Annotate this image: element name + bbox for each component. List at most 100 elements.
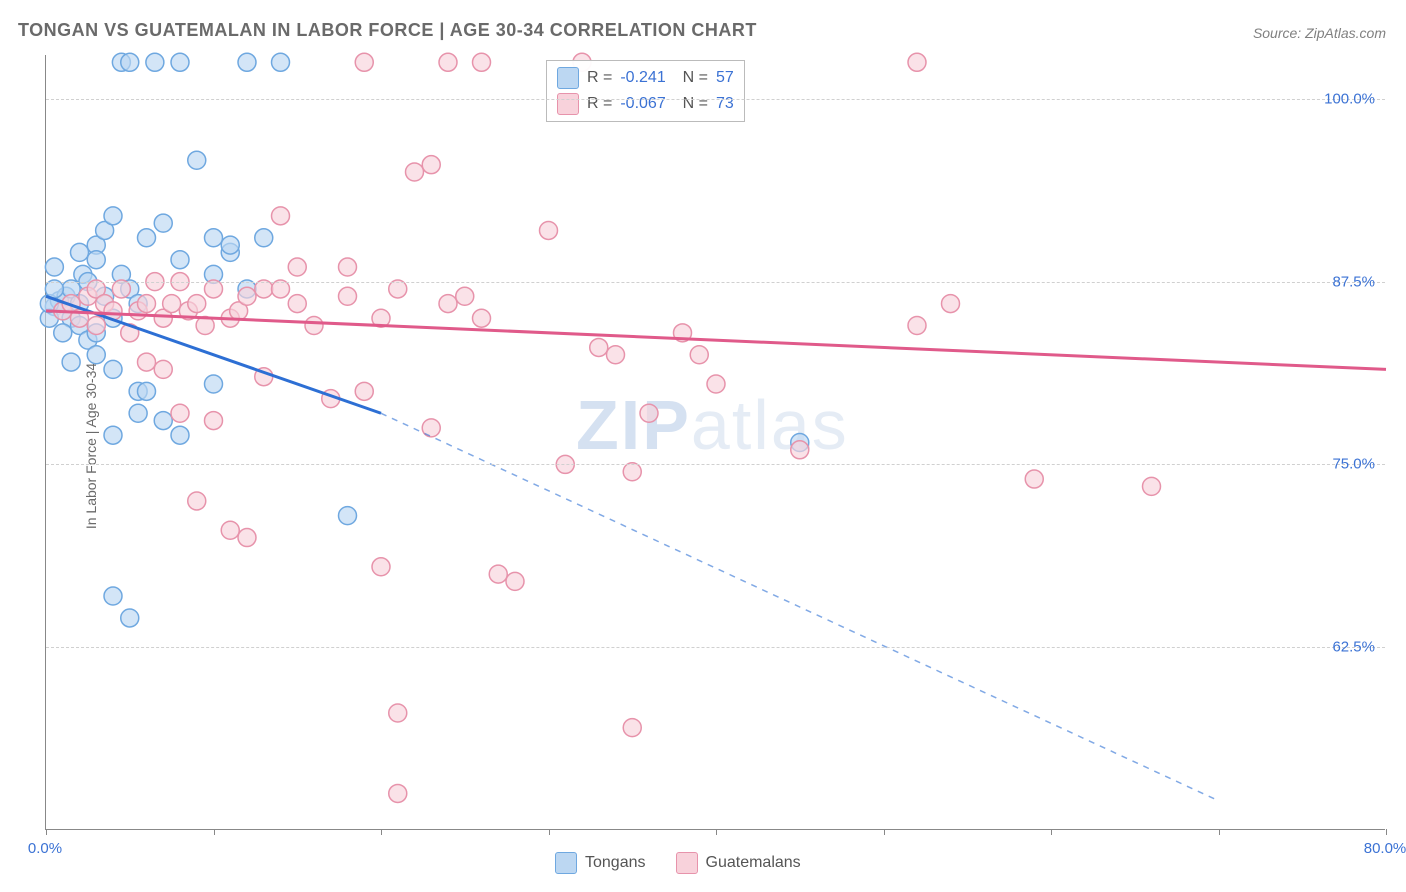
legend-item-0: Tongans: [555, 852, 646, 874]
scatter-point: [456, 287, 474, 305]
scatter-point: [506, 572, 524, 590]
x-tick-label: 0.0%: [28, 840, 62, 857]
legend-r-label: R =: [587, 95, 612, 113]
legend-swatch-0: [557, 67, 579, 89]
legend-stats-row-0: R = -0.241 N = 57: [557, 65, 734, 91]
scatter-point: [104, 426, 122, 444]
scatter-point: [272, 280, 290, 298]
scatter-point: [171, 426, 189, 444]
scatter-point: [188, 295, 206, 313]
legend-n-value-1: 73: [716, 95, 734, 113]
scatter-point: [272, 207, 290, 225]
scatter-point: [138, 295, 156, 313]
scatter-point: [339, 287, 357, 305]
gridline-h: [46, 99, 1385, 100]
scatter-point: [138, 353, 156, 371]
scatter-point: [339, 258, 357, 276]
scatter-point: [389, 704, 407, 722]
scatter-point: [640, 404, 658, 422]
plot-svg: [46, 55, 1385, 829]
legend-n-label: N =: [674, 95, 708, 113]
scatter-point: [339, 507, 357, 525]
scatter-point: [238, 53, 256, 71]
scatter-point: [590, 338, 608, 356]
scatter-point: [238, 529, 256, 547]
scatter-point: [540, 221, 558, 239]
scatter-point: [138, 229, 156, 247]
scatter-point: [154, 214, 172, 232]
scatter-point: [205, 375, 223, 393]
scatter-point: [422, 156, 440, 174]
x-tick: [381, 829, 382, 835]
scatter-point: [71, 243, 89, 261]
correlation-chart: TONGAN VS GUATEMALAN IN LABOR FORCE | AG…: [0, 0, 1406, 892]
legend-stats-row-1: R = -0.067 N = 73: [557, 91, 734, 117]
legend-series: Tongans Guatemalans: [555, 852, 801, 874]
scatter-point: [473, 309, 491, 327]
legend-swatch-bottom-0: [555, 852, 577, 874]
scatter-point: [406, 163, 424, 181]
scatter-point: [112, 280, 130, 298]
scatter-point: [489, 565, 507, 583]
scatter-point: [607, 346, 625, 364]
scatter-point: [104, 207, 122, 225]
scatter-point: [623, 719, 641, 737]
scatter-point: [690, 346, 708, 364]
scatter-point: [623, 463, 641, 481]
scatter-point: [154, 360, 172, 378]
x-tick: [716, 829, 717, 835]
scatter-point: [54, 324, 72, 342]
scatter-point: [1025, 470, 1043, 488]
legend-r-label: R =: [587, 69, 612, 87]
legend-r-value-1: -0.067: [620, 95, 665, 113]
legend-swatch-1: [557, 93, 579, 115]
x-tick: [1051, 829, 1052, 835]
scatter-point: [154, 412, 172, 430]
scatter-point: [439, 53, 457, 71]
scatter-point: [171, 404, 189, 422]
scatter-point: [908, 317, 926, 335]
x-tick: [884, 829, 885, 835]
scatter-point: [355, 382, 373, 400]
legend-n-label: N =: [674, 69, 708, 87]
legend-n-value-0: 57: [716, 69, 734, 87]
scatter-point: [163, 295, 181, 313]
gridline-h: [46, 464, 1385, 465]
scatter-point: [129, 404, 147, 422]
scatter-point: [87, 317, 105, 335]
scatter-point: [439, 295, 457, 313]
scatter-point: [104, 360, 122, 378]
scatter-point: [288, 295, 306, 313]
scatter-point: [87, 251, 105, 269]
scatter-point: [171, 251, 189, 269]
scatter-point: [255, 229, 273, 247]
scatter-point: [1143, 477, 1161, 495]
scatter-point: [355, 53, 373, 71]
scatter-point: [121, 609, 139, 627]
gridline-h: [46, 647, 1385, 648]
scatter-point: [707, 375, 725, 393]
scatter-point: [171, 53, 189, 71]
x-tick: [46, 829, 47, 835]
scatter-point: [389, 280, 407, 298]
scatter-point: [121, 53, 139, 71]
scatter-point: [221, 521, 239, 539]
scatter-point: [473, 53, 491, 71]
scatter-point: [372, 558, 390, 576]
scatter-point: [288, 258, 306, 276]
gridline-h: [46, 282, 1385, 283]
chart-title: TONGAN VS GUATEMALAN IN LABOR FORCE | AG…: [18, 20, 757, 41]
trend-line-extension: [381, 413, 1219, 800]
scatter-point: [942, 295, 960, 313]
y-tick-label: 87.5%: [1332, 273, 1375, 290]
legend-label-1: Guatemalans: [706, 854, 801, 872]
scatter-point: [205, 280, 223, 298]
scatter-point: [138, 382, 156, 400]
legend-swatch-bottom-1: [676, 852, 698, 874]
legend-stats: R = -0.241 N = 57 R = -0.067 N = 73: [546, 60, 745, 122]
x-tick-label: 80.0%: [1364, 840, 1406, 857]
source-label: Source: ZipAtlas.com: [1253, 25, 1386, 41]
scatter-point: [221, 236, 239, 254]
x-tick: [214, 829, 215, 835]
y-tick-label: 62.5%: [1332, 639, 1375, 656]
